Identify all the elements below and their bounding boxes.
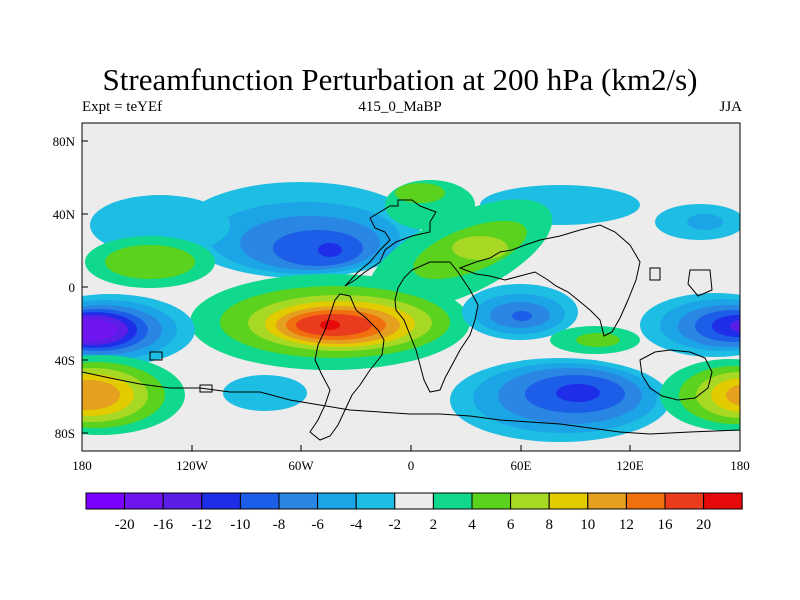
colorbar-label: 20 <box>696 517 711 533</box>
x-tick-180w: 180 <box>72 458 92 473</box>
coastline-antarctica <box>82 371 740 435</box>
coastline-africa <box>394 261 479 393</box>
colorbar: -20 -16 -12 -10 -8 -6 -4 -2 2 4 6 8 10 12 16 20 <box>85 492 743 533</box>
experiment-label: Expt = teYEf <box>82 99 163 115</box>
colorbar-label: 4 <box>468 517 476 533</box>
north-pacific-west-high <box>85 236 215 288</box>
coastline-islands <box>149 267 713 393</box>
colorbar-cell <box>548 492 589 510</box>
y-tick-40s: 40S <box>55 353 75 368</box>
axis-ticks <box>81 140 741 451</box>
y-tick-0: 0 <box>69 280 76 295</box>
subtropical-ridge <box>190 180 553 370</box>
colorbar-cell <box>317 492 357 510</box>
colorbar-cell <box>703 492 743 510</box>
colorbar-label: -12 <box>192 517 212 533</box>
colorbar-label: 12 <box>619 517 634 533</box>
colorbar-label: -16 <box>153 517 173 533</box>
colorbar-cell <box>201 492 241 510</box>
colorbar-cell <box>664 492 705 510</box>
colorbar-cell <box>85 492 126 510</box>
coastline-australia <box>639 349 713 401</box>
colorbar-cell <box>162 492 203 510</box>
colorbar-cell <box>432 492 473 510</box>
colorbar-label: 10 <box>580 517 595 533</box>
colorbar-label: -4 <box>350 517 363 533</box>
south-pacific-west-low <box>82 294 195 366</box>
y-tick-80s: 80S <box>55 426 75 441</box>
north-pacific-low <box>180 182 420 278</box>
colorbar-label: -2 <box>389 517 402 533</box>
west-pacific-low <box>640 293 740 357</box>
contour-field <box>82 123 740 451</box>
colorbar-label: -10 <box>230 517 250 533</box>
x-tick-60w: 60W <box>288 458 314 473</box>
colorbar-cell <box>239 492 280 510</box>
colorbar-cell <box>124 492 164 510</box>
colorbar-cell <box>471 492 512 510</box>
indian-ocean-high <box>550 326 640 354</box>
x-tick-120e: 120E <box>616 458 644 473</box>
colorbar-cell <box>394 492 434 510</box>
x-tick-180e: 180 <box>730 458 750 473</box>
colorbar-label: -20 <box>115 517 135 533</box>
colorbar-cell <box>510 492 550 510</box>
colorbar-label: 16 <box>658 517 674 533</box>
colorbar-cell <box>625 492 666 510</box>
x-tick-60e: 60E <box>511 458 532 473</box>
far-south-east-high <box>660 359 740 431</box>
y-tick-80n: 80N <box>53 134 76 149</box>
y-tick-40n: 40N <box>53 207 76 222</box>
colorbar-cell <box>355 492 396 510</box>
x-tick-120w: 120W <box>176 458 209 473</box>
chart-title: Streamfunction Perturbation at 200 hPa (… <box>102 62 698 97</box>
colorbar-cell <box>278 492 319 510</box>
far-south-pacific-high <box>82 355 185 435</box>
south-indian-low <box>450 358 670 442</box>
coastline-north-america <box>344 199 437 287</box>
coastline-south-america <box>309 293 385 441</box>
season-label: JJA <box>719 99 742 115</box>
colorbar-label: 6 <box>507 517 515 533</box>
colorbar-cell <box>587 492 627 510</box>
colorbar-label: -8 <box>273 517 286 533</box>
coastlines <box>82 199 740 441</box>
x-tick-0: 0 <box>408 458 415 473</box>
colorbar-label: 2 <box>430 517 438 533</box>
coastline-eurasia <box>458 224 641 337</box>
colorbar-label: 8 <box>545 517 553 533</box>
colorbar-label: -6 <box>311 517 324 533</box>
indian-ocean-low <box>462 284 578 340</box>
run-id-label: 415_0_MaBP <box>358 99 442 115</box>
